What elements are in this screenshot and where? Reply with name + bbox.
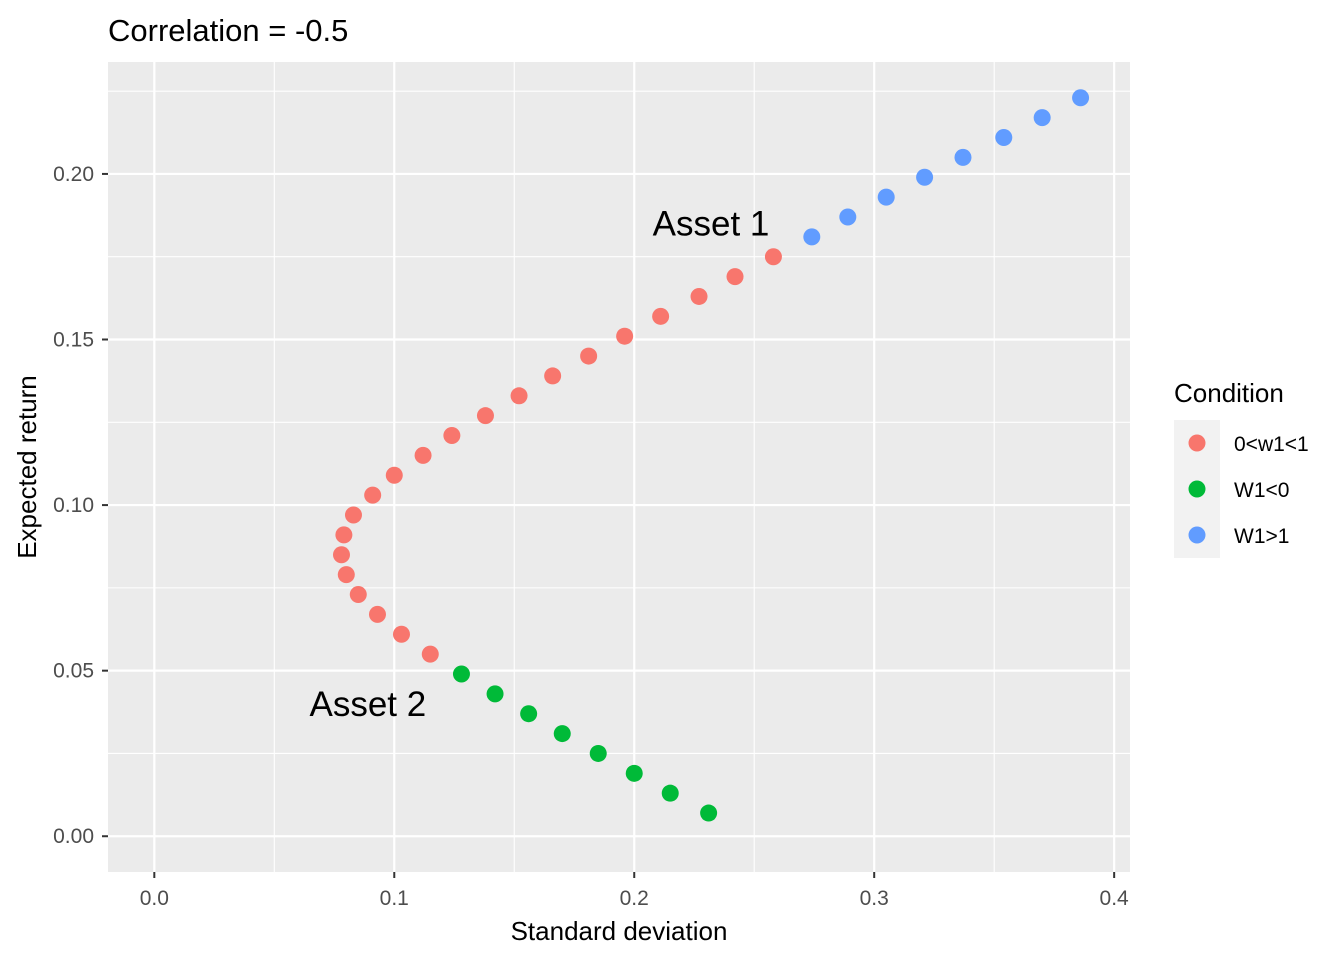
y-axis-title: Expected return <box>12 375 42 559</box>
data-point <box>337 566 355 584</box>
y-tick-label: 0.05 <box>53 660 94 683</box>
legend-key <box>1188 480 1206 498</box>
data-point <box>1033 109 1051 127</box>
data-point <box>877 188 895 206</box>
y-tick-label: 0.00 <box>53 825 94 848</box>
data-point <box>916 168 934 186</box>
legend-label: W1<0 <box>1234 479 1289 502</box>
data-point <box>385 466 403 484</box>
data-point <box>510 387 528 405</box>
y-tick-label: 0.20 <box>53 163 94 186</box>
minor-gridlines <box>108 62 1130 872</box>
x-tick-label: 0.3 <box>860 887 889 910</box>
data-point <box>332 546 350 564</box>
data-point <box>486 685 504 703</box>
data-point <box>995 129 1013 147</box>
axis-tick-labels: 0.0 0.1 0.2 0.3 0.4 0.00 0.05 0.10 0.15 0.20 <box>53 163 1129 910</box>
data-point <box>335 526 353 544</box>
data-point <box>764 248 782 266</box>
data-point <box>726 268 744 286</box>
legend-key <box>1188 434 1206 452</box>
data-point <box>661 784 679 802</box>
data-point <box>544 367 562 385</box>
data-point <box>520 705 538 723</box>
data-point <box>1072 89 1090 107</box>
data-point <box>954 148 972 166</box>
x-tick-label: 0.4 <box>1100 887 1130 910</box>
annotation-label: Asset 2 <box>310 685 427 724</box>
data-point <box>652 307 670 325</box>
data-point <box>368 605 386 623</box>
legend-label: 0<w1<1 <box>1234 433 1309 456</box>
x-tick-label: 0.1 <box>380 887 409 910</box>
y-tick-label: 0.15 <box>53 329 94 352</box>
legend-key <box>1188 526 1206 544</box>
data-point <box>476 407 494 425</box>
data-point <box>364 486 382 504</box>
chart-title: Correlation = -0.5 <box>108 13 348 48</box>
data-point <box>580 347 598 365</box>
x-tick-label: 0.0 <box>140 887 169 910</box>
plot-panel <box>108 62 1130 872</box>
data-point <box>443 427 461 445</box>
data-point <box>452 665 470 683</box>
data-point <box>625 764 643 782</box>
data-point <box>589 744 607 762</box>
x-tick-label: 0.2 <box>620 887 649 910</box>
data-point <box>392 625 410 643</box>
data-point <box>344 506 362 524</box>
legend: Condition 0<w1<1 W1<0 W1>1 <box>1174 378 1309 558</box>
chart-annotations: Asset 1 Asset 2 <box>310 205 770 724</box>
legend-entries: 0<w1<1 W1<0 W1>1 <box>1174 420 1309 558</box>
data-point <box>616 327 634 345</box>
y-tick-label: 0.10 <box>53 494 94 517</box>
data-points <box>332 89 1090 822</box>
data-point <box>414 446 432 464</box>
data-point <box>700 804 718 822</box>
data-point <box>839 208 857 226</box>
axis-ticks <box>102 172 1116 878</box>
annotation-label: Asset 1 <box>653 205 770 244</box>
legend-title: Condition <box>1174 378 1284 408</box>
data-point <box>803 228 821 246</box>
x-axis-title: Standard deviation <box>511 916 728 946</box>
data-point <box>349 585 367 603</box>
data-point <box>421 645 439 663</box>
data-point <box>553 725 571 743</box>
legend-label: W1>1 <box>1234 525 1289 548</box>
data-point <box>690 287 708 305</box>
